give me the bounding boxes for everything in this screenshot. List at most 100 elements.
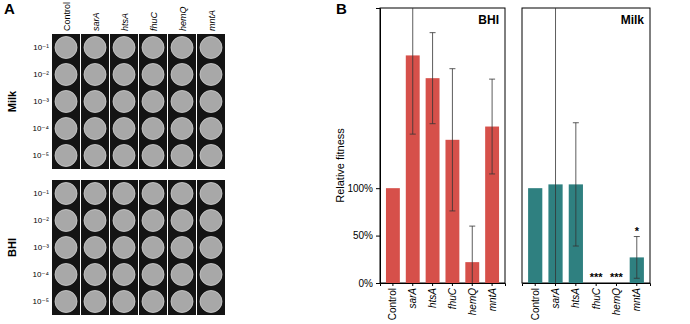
plate-spot: [55, 37, 77, 59]
plate-spot: [55, 237, 77, 259]
plate-spot: [55, 183, 77, 205]
y-tick-label: 50%: [353, 230, 373, 241]
error-bar-cap: [410, 134, 416, 135]
plate-spot: [142, 237, 164, 259]
error-bar: [553, 8, 559, 283]
x-tick: htsA: [570, 283, 581, 308]
plot-area: [386, 8, 499, 283]
plate-strip: [197, 34, 225, 169]
plate-column-label: fhuC: [149, 11, 159, 31]
y-tick: 50%: [353, 230, 380, 241]
y-tick-mark: [376, 188, 380, 189]
error-bar-stem: [412, 8, 413, 134]
plate-spot: [55, 264, 77, 286]
significance-label: ***: [610, 271, 624, 283]
x-tick-mark: [596, 283, 597, 286]
plate-spot: [171, 210, 193, 232]
x-axis: ControlsarAhtsAfhuChemQmntA: [523, 283, 651, 320]
plate-spot: [84, 183, 106, 205]
significance-label: ***: [590, 271, 604, 283]
plate-dilution-label: 10⁻³: [33, 243, 49, 252]
error-bar: [634, 237, 640, 279]
plate-spot: [55, 210, 77, 232]
x-axis-line: [381, 284, 506, 287]
x-tick-label: hemQ: [467, 288, 478, 315]
bar-chart: ControlsarAhtsAfhuChemQmntAMilk*******: [522, 4, 651, 324]
plot-area: [528, 8, 644, 283]
plate-spot: [171, 183, 193, 205]
plate-spot: [55, 145, 77, 167]
plate-strip: [81, 34, 109, 169]
x-tick: mntA: [631, 283, 642, 311]
x-tick-mark: [535, 283, 536, 286]
plate-spot: [200, 183, 222, 205]
plate-spot: [113, 118, 135, 140]
plate-spot: [142, 264, 164, 286]
x-tick-label: sarA: [407, 288, 418, 309]
error-bar-stem: [472, 226, 473, 283]
x-tick: sarA: [550, 283, 561, 309]
plate-strip: [197, 180, 225, 315]
y-axis-line: [376, 9, 381, 284]
error-bar-stem: [575, 123, 576, 246]
plate-strip: [52, 34, 80, 169]
x-tick-label: mntA: [487, 288, 498, 312]
plate-spot: [55, 291, 77, 313]
bar-chart: 0%50%100%ControlsarAhtsAfhuChemQmntABHIR…: [334, 0, 506, 320]
plate-spot: [171, 264, 193, 286]
plate-spot: [200, 264, 222, 286]
plate-spot: [84, 64, 106, 86]
plate-strip: [139, 34, 167, 169]
plate-spot: [142, 145, 164, 167]
plate-spot: [200, 118, 222, 140]
bar: [386, 188, 400, 283]
plate-strip: [110, 180, 138, 315]
x-tick-mark: [452, 283, 453, 286]
x-tick: sarA: [407, 283, 418, 309]
plate-dilution-label: 10⁻¹: [33, 189, 49, 198]
plate-spot: [142, 37, 164, 59]
plate-spot: [55, 91, 77, 113]
plate-spot: [55, 64, 77, 86]
plot-frame: [522, 8, 650, 283]
plate-column-label: hemQ: [178, 6, 188, 31]
chart-title: BHI: [478, 13, 499, 27]
plate-spot: [113, 64, 135, 86]
x-tick-label: htsA: [570, 288, 581, 308]
x-tick: hemQ: [611, 283, 622, 315]
y-axis: 0% 50% 100%: [347, 9, 380, 289]
panel-label: A: [4, 0, 15, 17]
x-tick-label: fhuC: [447, 287, 458, 309]
plate-spot: [113, 183, 135, 205]
plate-spot: [113, 37, 135, 59]
x-tick-mark: [492, 283, 493, 286]
x-tick-mark: [555, 283, 556, 286]
x-tick-label: mntA: [631, 288, 642, 312]
error-bar-cap: [634, 278, 640, 279]
plate-spot: [171, 145, 193, 167]
significance-label: *: [635, 225, 640, 237]
plate-spot: [113, 264, 135, 286]
plate-strip: [168, 180, 196, 315]
plate-spot: [84, 91, 106, 113]
plate-spot: [84, 210, 106, 232]
plate-medium-label: BHI: [6, 238, 18, 257]
y-tick: 0%: [359, 278, 380, 289]
error-bar-stem: [636, 237, 637, 279]
x-tick-label: sarA: [550, 288, 561, 309]
x-axis-line: [523, 284, 651, 287]
plate-spot: [113, 145, 135, 167]
error-bar-cap: [449, 210, 455, 211]
error-bar-stem: [452, 69, 453, 211]
plate-strip: [52, 180, 80, 315]
plate-spot: [142, 118, 164, 140]
bar: [528, 188, 542, 283]
error-bar-cap: [430, 123, 436, 124]
x-tick-mark: [636, 283, 637, 286]
x-tick-label: Control: [387, 288, 398, 320]
plate-strip: [81, 180, 109, 315]
y-tick: 100%: [347, 183, 380, 194]
error-bar: [469, 226, 475, 283]
plate-spot: [171, 91, 193, 113]
plate-spot: [84, 37, 106, 59]
